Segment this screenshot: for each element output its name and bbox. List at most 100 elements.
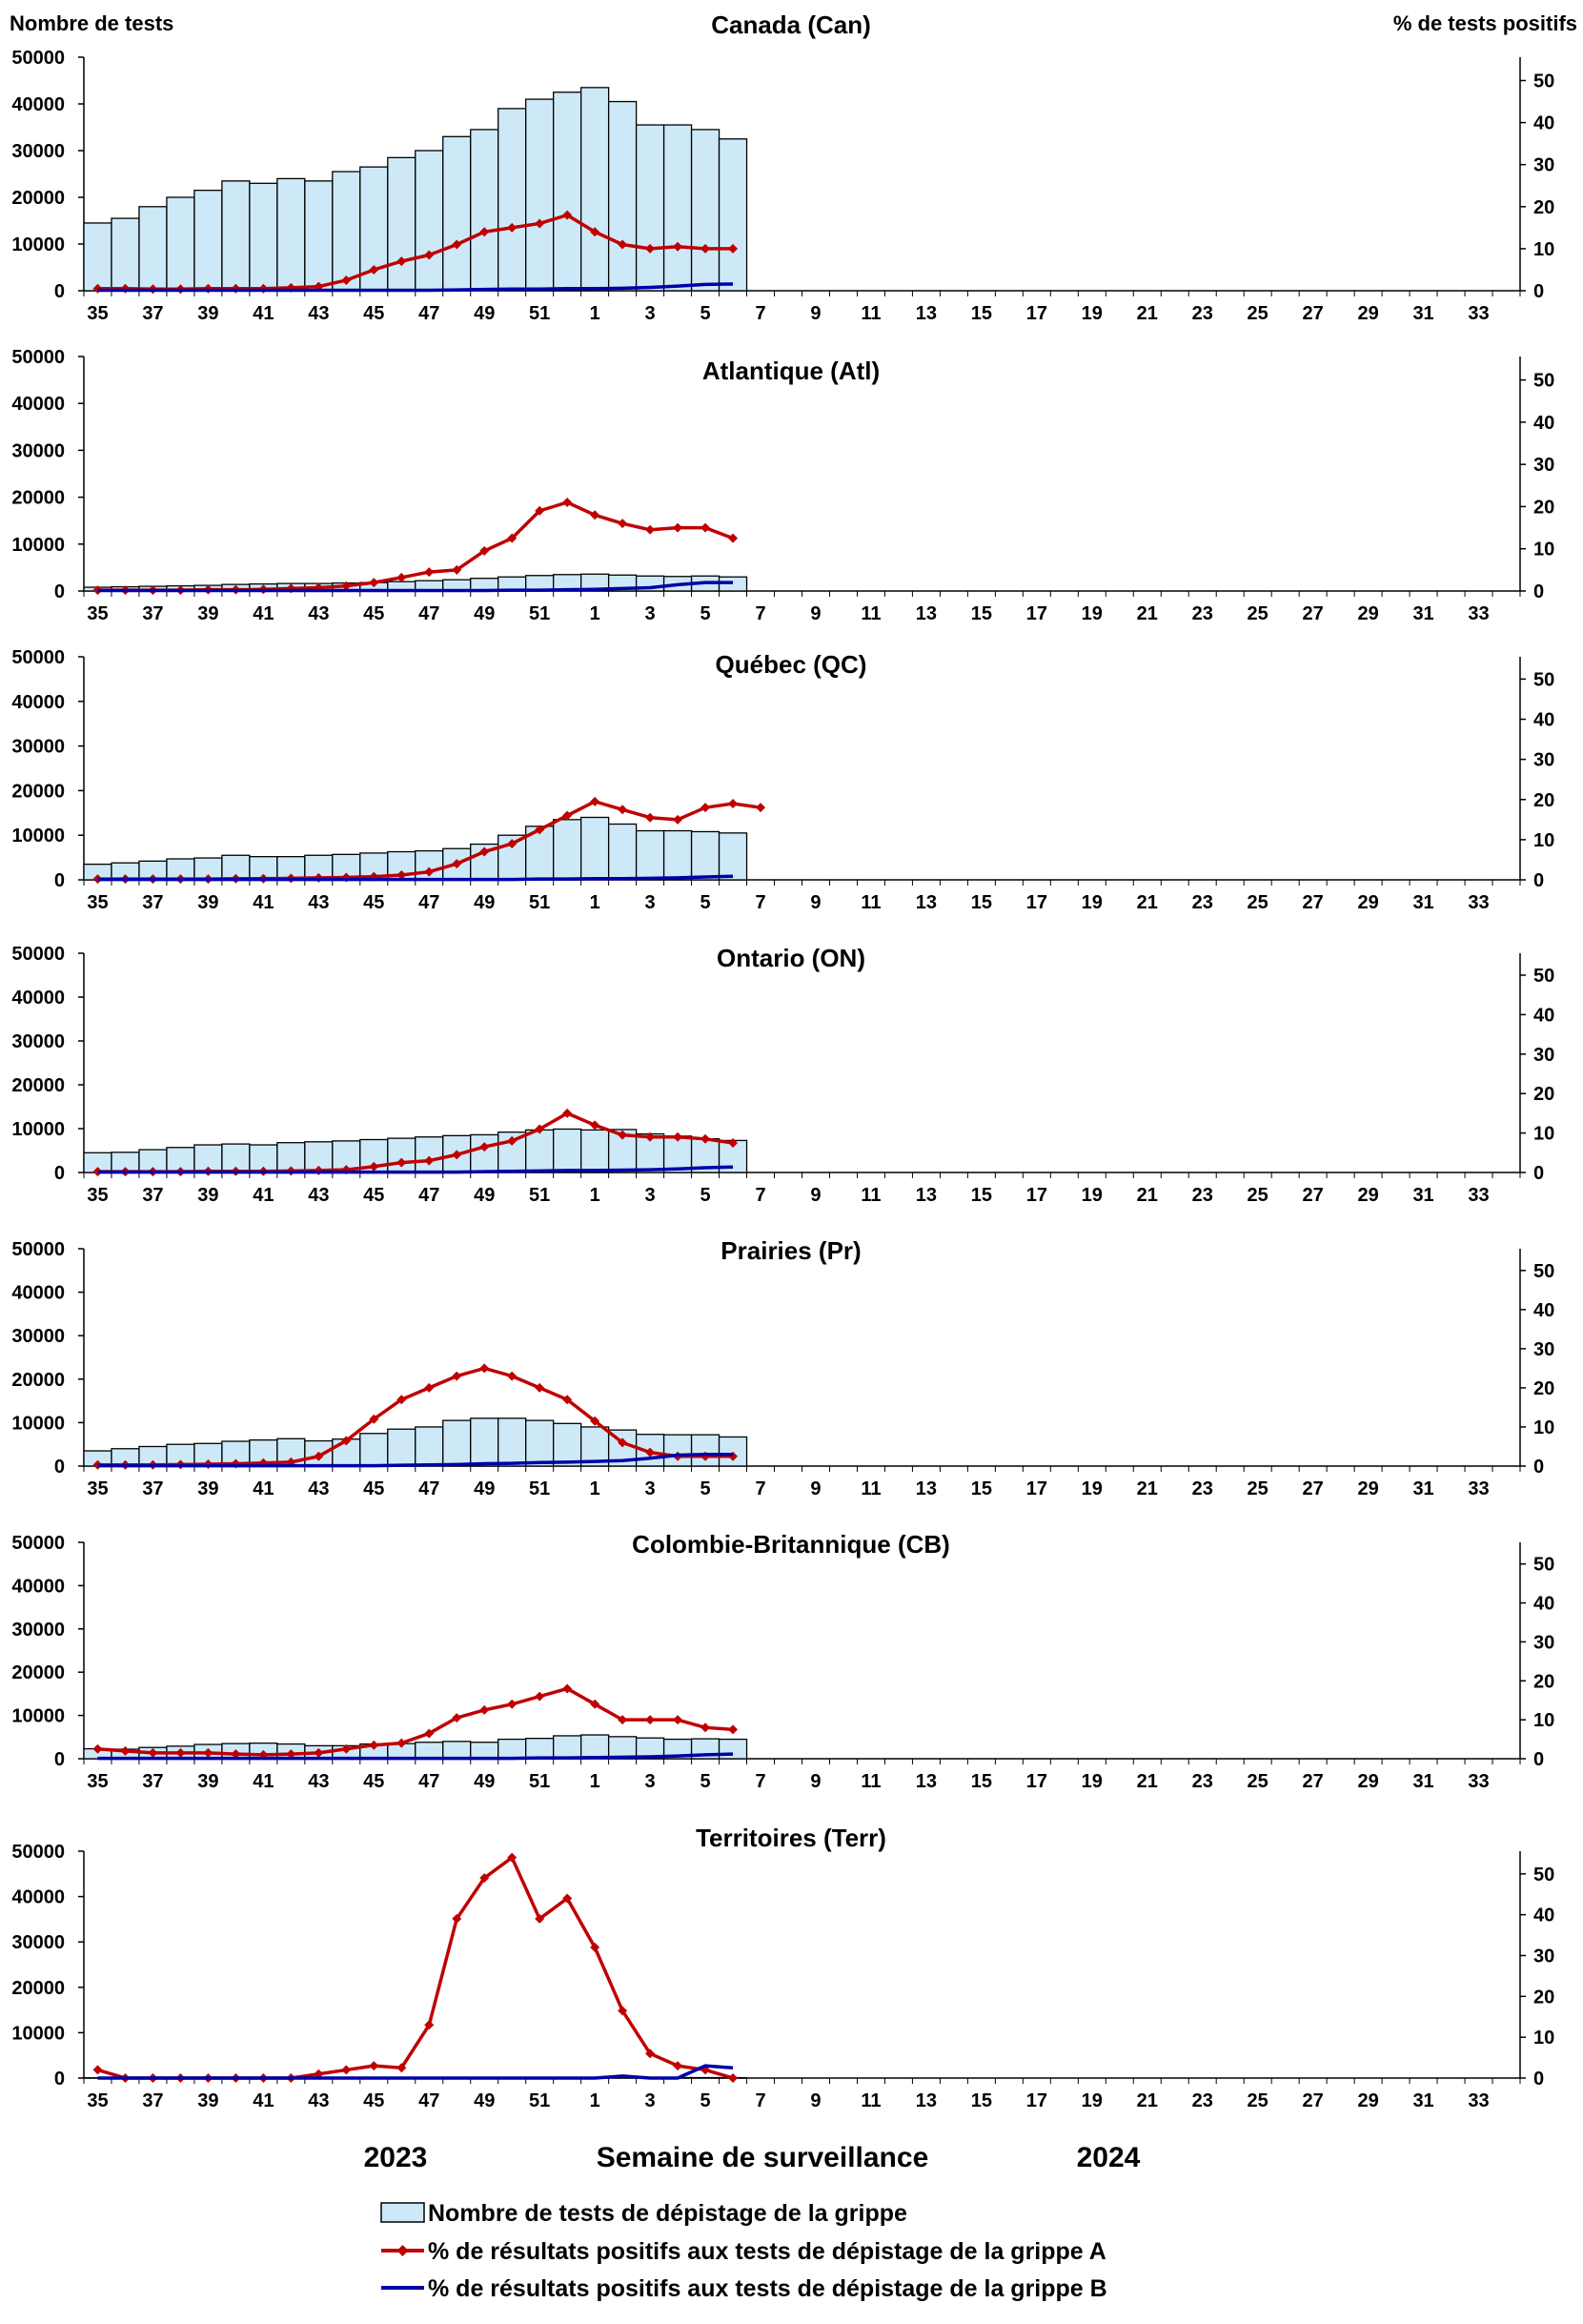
x-tick-label: 49 bbox=[474, 1478, 495, 1499]
left-tick-label: 10000 bbox=[11, 826, 65, 846]
x-tick-label: 9 bbox=[810, 303, 821, 324]
left-tick-label: 30000 bbox=[11, 440, 65, 461]
x-tick-label: 45 bbox=[363, 603, 384, 624]
test-count-bar bbox=[333, 172, 360, 291]
x-tick-label: 29 bbox=[1357, 303, 1378, 324]
x-tick-label: 25 bbox=[1248, 1771, 1268, 1792]
test-count-bar bbox=[692, 1435, 720, 1466]
x-tick-label: 17 bbox=[1026, 1771, 1047, 1792]
flu-a-marker bbox=[700, 523, 710, 533]
panel-0: Canada (Can)0100002000030000400005000001… bbox=[11, 10, 1554, 324]
test-count-bar bbox=[526, 1130, 554, 1172]
left-tick-label: 50000 bbox=[11, 1842, 65, 1863]
right-tick-label: 50 bbox=[1533, 1555, 1554, 1576]
x-tick-label: 39 bbox=[197, 1185, 218, 1206]
test-count-bar bbox=[388, 1429, 416, 1466]
x-tick-label: 27 bbox=[1303, 2090, 1324, 2111]
left-tick-label: 50000 bbox=[11, 347, 65, 368]
panel-title: Colombie-Britannique (CB) bbox=[632, 1530, 950, 1559]
x-tick-label: 5 bbox=[700, 1771, 711, 1792]
x-tick-label: 5 bbox=[700, 1185, 711, 1206]
x-tick-label: 27 bbox=[1303, 303, 1324, 324]
x-tick-label: 1 bbox=[590, 1185, 600, 1206]
x-tick-label: 51 bbox=[529, 303, 550, 324]
test-count-bar bbox=[581, 817, 609, 880]
left-tick-label: 0 bbox=[54, 1457, 65, 1478]
x-tick-label: 47 bbox=[418, 603, 439, 624]
x-tick-label: 19 bbox=[1082, 1185, 1103, 1206]
flu-a-marker bbox=[507, 1372, 517, 1381]
test-count-bar bbox=[554, 1736, 581, 1759]
test-count-bar bbox=[112, 218, 139, 291]
x-tick-label: 17 bbox=[1026, 2090, 1047, 2111]
right-tick-label: 50 bbox=[1533, 669, 1554, 690]
x-tick-label: 21 bbox=[1137, 1478, 1158, 1499]
left-tick-label: 10000 bbox=[11, 234, 65, 255]
x-tick-label: 41 bbox=[253, 1771, 274, 1792]
test-count-bar bbox=[305, 181, 333, 291]
x-tick-label: 21 bbox=[1137, 1771, 1158, 1792]
left-tick-label: 40000 bbox=[11, 1576, 65, 1597]
right-tick-label: 40 bbox=[1533, 1005, 1554, 1026]
x-tick-label: 31 bbox=[1412, 1185, 1433, 1206]
x-tick-label: 47 bbox=[418, 303, 439, 324]
x-tick-label: 29 bbox=[1357, 1185, 1378, 1206]
test-count-bar bbox=[194, 191, 222, 291]
x-tick-label: 15 bbox=[971, 303, 992, 324]
x-tick-label: 1 bbox=[590, 303, 600, 324]
right-tick-label: 10 bbox=[1533, 1417, 1554, 1438]
test-count-bar bbox=[443, 1742, 471, 1759]
left-tick-label: 20000 bbox=[11, 1370, 65, 1391]
x-tick-label: 15 bbox=[971, 603, 992, 624]
x-tick-label: 21 bbox=[1137, 603, 1158, 624]
x-tick-label: 9 bbox=[810, 1478, 821, 1499]
test-count-bar bbox=[471, 1134, 498, 1172]
x-tick-label: 51 bbox=[529, 1771, 550, 1792]
x-tick-label: 49 bbox=[474, 603, 495, 624]
x-tick-label: 35 bbox=[87, 1771, 108, 1792]
x-tick-label: 23 bbox=[1192, 303, 1213, 324]
test-count-bar bbox=[554, 820, 581, 880]
x-tick-label: 21 bbox=[1137, 1185, 1158, 1206]
x-tick-label: 27 bbox=[1303, 1771, 1324, 1792]
test-count-bar bbox=[471, 1743, 498, 1759]
test-count-bar bbox=[554, 92, 581, 291]
left-tick-label: 20000 bbox=[11, 1978, 65, 1999]
left-tick-label: 50000 bbox=[11, 48, 65, 69]
left-tick-label: 0 bbox=[54, 1163, 65, 1184]
left-tick-label: 40000 bbox=[11, 1283, 65, 1304]
flu-a-marker bbox=[424, 567, 434, 577]
test-count-bar bbox=[581, 88, 609, 291]
x-tick-label: 9 bbox=[810, 1185, 821, 1206]
left-tick-label: 0 bbox=[54, 2069, 65, 2090]
x-tick-label: 1 bbox=[590, 892, 600, 913]
right-tick-label: 40 bbox=[1533, 1906, 1554, 1926]
x-tick-label: 17 bbox=[1026, 603, 1047, 624]
x-tick-label: 25 bbox=[1248, 2090, 1268, 2111]
legend-label: % de résultats positifs aux tests de dép… bbox=[428, 2238, 1106, 2265]
panel-4: Prairies (Pr)010000200003000040000500000… bbox=[11, 1236, 1554, 1499]
x-tick-label: 31 bbox=[1412, 303, 1433, 324]
test-count-bar bbox=[416, 1137, 443, 1172]
right-tick-label: 20 bbox=[1533, 497, 1554, 518]
flu-a-marker bbox=[479, 1363, 489, 1373]
panel-title: Ontario (ON) bbox=[717, 944, 865, 972]
test-count-bar bbox=[720, 833, 747, 880]
x-tick-label: 19 bbox=[1082, 603, 1103, 624]
x-tick-label: 51 bbox=[529, 2090, 550, 2111]
x-tick-label: 41 bbox=[253, 2090, 274, 2111]
x-tick-label: 49 bbox=[474, 2090, 495, 2111]
left-tick-label: 20000 bbox=[11, 781, 65, 802]
x-tick-label: 19 bbox=[1082, 1771, 1103, 1792]
test-count-bar bbox=[581, 1130, 609, 1172]
left-tick-label: 10000 bbox=[11, 1706, 65, 1727]
left-tick-label: 40000 bbox=[11, 988, 65, 1009]
x-tick-label: 3 bbox=[645, 2090, 656, 2111]
flu-a-marker bbox=[728, 534, 738, 543]
x-tick-label: 45 bbox=[363, 1185, 384, 1206]
legend-label: Nombre de tests de dépistage de la gripp… bbox=[428, 2200, 907, 2227]
test-count-bar bbox=[498, 1418, 526, 1466]
flu-a-marker bbox=[535, 1383, 544, 1393]
x-tick-label: 15 bbox=[971, 1185, 992, 1206]
left-tick-label: 30000 bbox=[11, 141, 65, 162]
